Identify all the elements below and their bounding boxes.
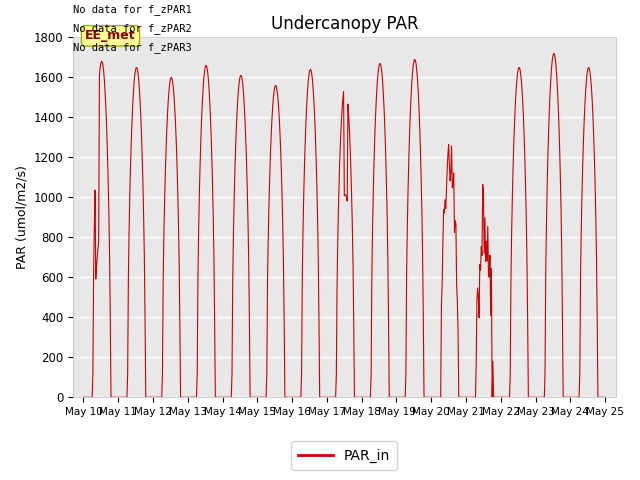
Title: Undercanopy PAR: Undercanopy PAR <box>271 15 418 33</box>
Text: EE_met: EE_met <box>85 29 136 42</box>
Text: No data for f_zPAR3: No data for f_zPAR3 <box>73 42 192 53</box>
Text: No data for f_zPAR1: No data for f_zPAR1 <box>73 4 192 14</box>
Y-axis label: PAR (umol/m2/s): PAR (umol/m2/s) <box>15 166 28 269</box>
Legend: PAR_in: PAR_in <box>291 442 397 469</box>
Text: No data for f_zPAR2: No data for f_zPAR2 <box>73 23 192 34</box>
